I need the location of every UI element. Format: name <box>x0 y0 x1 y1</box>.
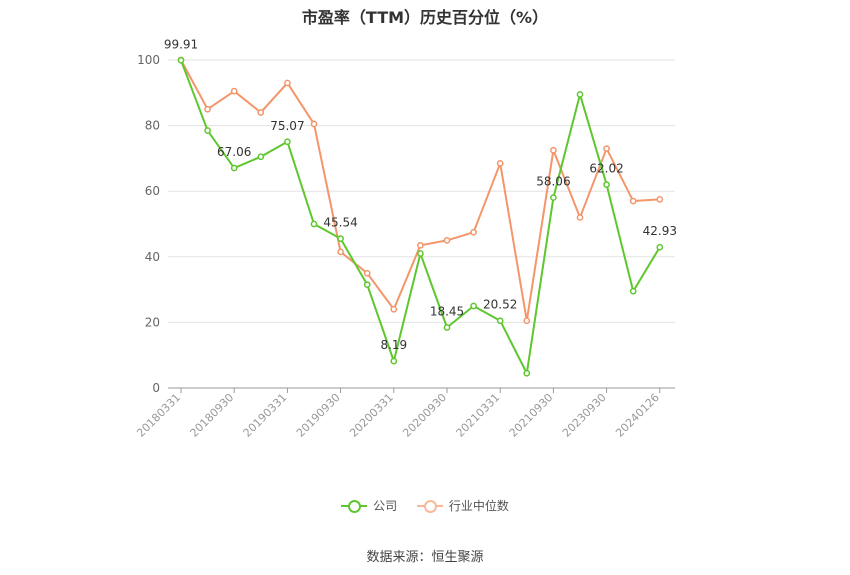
data-point-industry-median <box>576 214 584 221</box>
y-tick-label: 0 <box>152 381 160 395</box>
data-point-industry-median <box>656 196 664 203</box>
x-tick-label: 20240126 <box>613 391 662 440</box>
data-point-company <box>204 127 211 134</box>
data-point-industry-median <box>470 228 477 236</box>
data-point-company <box>417 250 424 257</box>
data-point-company <box>470 302 477 310</box>
data-point-company <box>523 369 531 377</box>
data-point-industry-median <box>337 248 344 256</box>
x-tick-label: 20190331 <box>241 391 290 440</box>
y-tick-label: 100 <box>137 53 160 67</box>
data-point-company <box>576 91 584 98</box>
data-point-company <box>603 181 610 188</box>
data-point-industry-median <box>257 109 265 116</box>
data-label: 8.19 <box>380 338 407 352</box>
data-point-company <box>230 164 238 172</box>
data-point-company <box>443 324 451 331</box>
data-point-company <box>629 287 637 295</box>
data-label: 45.54 <box>323 216 357 230</box>
series-line-industry-median <box>180 59 660 322</box>
x-tick-label: 20200930 <box>400 391 449 440</box>
data-point-industry-median <box>284 79 291 87</box>
legend-label-company: 公司 <box>373 499 398 513</box>
data-point-industry-median <box>204 105 211 113</box>
y-tick-label: 40 <box>145 250 160 264</box>
x-tick-label: 20180331 <box>134 391 183 440</box>
y-tick-label: 60 <box>145 184 160 198</box>
legend-swatch-industry-median <box>416 498 443 514</box>
data-point-company <box>337 235 344 242</box>
data-label: 67.06 <box>217 145 251 159</box>
y-tick-label: 20 <box>145 315 160 329</box>
legend-swatch-company <box>341 498 368 514</box>
x-tick-label: 20210331 <box>454 391 503 440</box>
data-point-industry-median <box>363 269 371 277</box>
x-tick-label: 20200331 <box>347 391 396 440</box>
data-point-company <box>363 281 371 289</box>
y-tick-label: 80 <box>145 119 160 133</box>
data-label: 62.02 <box>589 162 623 176</box>
data-point-industry-median <box>550 146 557 154</box>
data-point-company <box>257 153 265 161</box>
data-point-company <box>550 194 557 201</box>
data-point-company <box>284 138 291 146</box>
data-label: 99.91 <box>164 37 198 51</box>
data-label: 75.07 <box>270 119 304 133</box>
data-point-industry-median <box>443 237 451 244</box>
legend-item-company[interactable]: 公司 <box>341 497 397 514</box>
data-point-company <box>496 317 504 325</box>
data-label: 20.52 <box>483 298 517 312</box>
legend-label-industry-median: 行业中位数 <box>448 499 509 513</box>
x-tick-label: 20210930 <box>507 391 556 440</box>
x-tick-label: 20230930 <box>560 391 609 440</box>
x-tick-label: 20180930 <box>188 391 237 440</box>
data-point-industry-median <box>603 145 610 152</box>
data-point-industry-median <box>390 305 398 313</box>
data-point-company <box>177 56 185 64</box>
chart-title: 市盈率（TTM）历史百分位（%） <box>301 8 549 27</box>
legend: 公司 行业中位数 <box>0 497 850 517</box>
data-point-company <box>390 357 398 365</box>
data-label: 18.45 <box>430 304 464 318</box>
data-point-industry-median <box>230 87 238 95</box>
data-point-company <box>310 220 318 228</box>
data-point-industry-median <box>417 241 424 249</box>
data-point-company <box>656 243 664 251</box>
data-label: 42.93 <box>643 224 677 238</box>
data-point-industry-median <box>496 159 504 167</box>
x-tick-label: 20190930 <box>294 391 343 440</box>
data-label: 58.06 <box>536 175 570 189</box>
data-point-industry-median <box>310 120 318 128</box>
legend-item-industry-median[interactable]: 行业中位数 <box>416 497 509 514</box>
data-source: 数据来源：恒生聚源 <box>366 550 484 565</box>
data-point-industry-median <box>629 197 637 205</box>
data-point-industry-median <box>523 317 531 325</box>
